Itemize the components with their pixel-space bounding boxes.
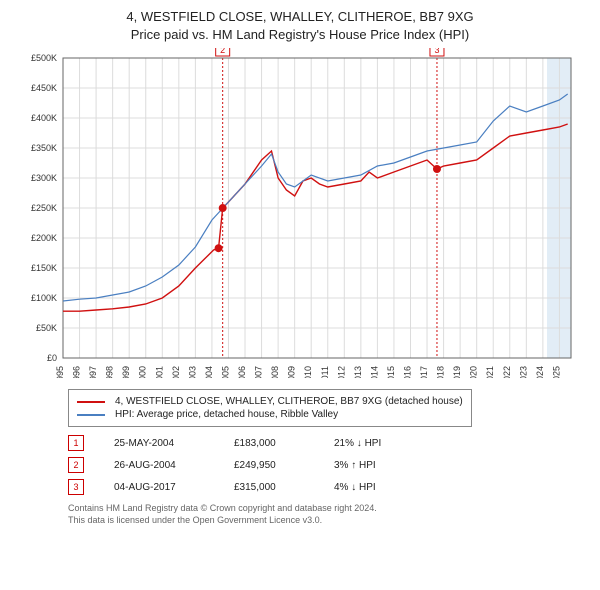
legend-swatch [77, 414, 105, 416]
sale-vs-hpi: 4% ↓ HPI [334, 482, 414, 493]
x-tick-label: 2010 [303, 366, 313, 378]
y-tick-label: £300K [31, 173, 57, 183]
x-tick-label: 2015 [386, 366, 396, 378]
y-tick-label: £150K [31, 263, 57, 273]
x-tick-label: 2025 [551, 366, 561, 378]
footer-line2: This data is licensed under the Open Gov… [68, 515, 552, 527]
y-tick-label: £250K [31, 203, 57, 213]
sale-vs-hpi: 3% ↑ HPI [334, 460, 414, 471]
x-tick-label: 2017 [419, 366, 429, 378]
x-tick-label: 2014 [369, 366, 379, 378]
x-tick-label: 2024 [535, 366, 545, 378]
legend-label: HPI: Average price, detached house, Ribb… [115, 409, 338, 420]
series-hpi [63, 94, 568, 301]
sale-date: 26-AUG-2004 [114, 460, 204, 471]
y-tick-label: £400K [31, 113, 57, 123]
sale-marker-index: 2 [220, 48, 225, 55]
x-tick-label: 1995 [55, 366, 65, 378]
y-tick-label: £500K [31, 53, 57, 63]
x-tick-label: 1998 [105, 366, 115, 378]
x-tick-label: 2016 [402, 366, 412, 378]
sale-marker-dot [215, 245, 223, 253]
sales-table: 1 25-MAY-2004 £183,000 21% ↓ HPI 2 26-AUG-200… [68, 435, 552, 495]
sale-index-box: 2 [68, 457, 84, 473]
x-tick-label: 2004 [204, 366, 214, 378]
x-tick-label: 2001 [154, 366, 164, 378]
legend-row: HPI: Average price, detached house, Ribb… [77, 409, 463, 420]
y-tick-label: £200K [31, 233, 57, 243]
footer-line1: Contains HM Land Registry data © Crown c… [68, 503, 552, 515]
sale-index-box: 1 [68, 435, 84, 451]
chart-title-line2: Price paid vs. HM Land Registry's House … [8, 26, 592, 44]
data-attribution: Contains HM Land Registry data © Crown c… [68, 503, 552, 526]
x-tick-label: 2013 [353, 366, 363, 378]
sale-price: £249,950 [234, 460, 304, 471]
y-tick-label: £350K [31, 143, 57, 153]
sale-date: 04-AUG-2017 [114, 482, 204, 493]
x-tick-label: 2005 [220, 366, 230, 378]
x-tick-label: 2022 [502, 366, 512, 378]
sale-index-box: 3 [68, 479, 84, 495]
x-tick-label: 1999 [121, 366, 131, 378]
x-tick-label: 2002 [171, 366, 181, 378]
legend: 4, WESTFIELD CLOSE, WHALLEY, CLITHEROE, … [68, 389, 472, 427]
sale-marker-dot [433, 165, 441, 173]
series-subject [63, 124, 568, 311]
x-tick-label: 2018 [436, 366, 446, 378]
sale-date: 25-MAY-2004 [114, 438, 204, 449]
x-tick-label: 2012 [336, 366, 346, 378]
sale-vs-hpi: 21% ↓ HPI [334, 438, 414, 449]
x-tick-label: 2007 [254, 366, 264, 378]
legend-swatch [77, 401, 105, 403]
price-chart: £0 £50K £100K £150K £200K £250K £300K £350K £400… [8, 48, 592, 378]
sale-marker-dot [219, 204, 227, 212]
x-tick-label: 2019 [452, 366, 462, 378]
x-tick-label: 2021 [485, 366, 495, 378]
chart-title-block: 4, WESTFIELD CLOSE, WHALLEY, CLITHEROE, … [8, 8, 592, 44]
x-tick-label: 2006 [237, 366, 247, 378]
sale-row: 3 04-AUG-2017 £315,000 4% ↓ HPI [68, 479, 552, 495]
legend-label: 4, WESTFIELD CLOSE, WHALLEY, CLITHEROE, … [115, 396, 463, 407]
y-tick-label: £50K [36, 323, 57, 333]
x-tick-label: 2003 [187, 366, 197, 378]
x-tick-label: 1997 [88, 366, 98, 378]
x-tick-label: 2023 [518, 366, 528, 378]
chart-container: £0 £50K £100K £150K £200K £250K £300K £350K £400… [8, 48, 592, 383]
sale-price: £183,000 [234, 438, 304, 449]
x-tick-label: 2008 [270, 366, 280, 378]
legend-row: 4, WESTFIELD CLOSE, WHALLEY, CLITHEROE, … [77, 396, 463, 407]
y-tick-label: £100K [31, 293, 57, 303]
chart-title-line1: 4, WESTFIELD CLOSE, WHALLEY, CLITHEROE, … [8, 8, 592, 26]
sale-row: 1 25-MAY-2004 £183,000 21% ↓ HPI [68, 435, 552, 451]
x-tick-label: 1996 [72, 366, 82, 378]
x-tick-label: 2020 [469, 366, 479, 378]
sale-row: 2 26-AUG-2004 £249,950 3% ↑ HPI [68, 457, 552, 473]
x-tick-label: 2000 [138, 366, 148, 378]
y-tick-label: £450K [31, 83, 57, 93]
sale-marker-index: 3 [434, 48, 439, 55]
sale-price: £315,000 [234, 482, 304, 493]
y-tick-label: £0 [47, 353, 57, 363]
x-tick-label: 2011 [320, 366, 330, 378]
x-tick-label: 2009 [287, 366, 297, 378]
